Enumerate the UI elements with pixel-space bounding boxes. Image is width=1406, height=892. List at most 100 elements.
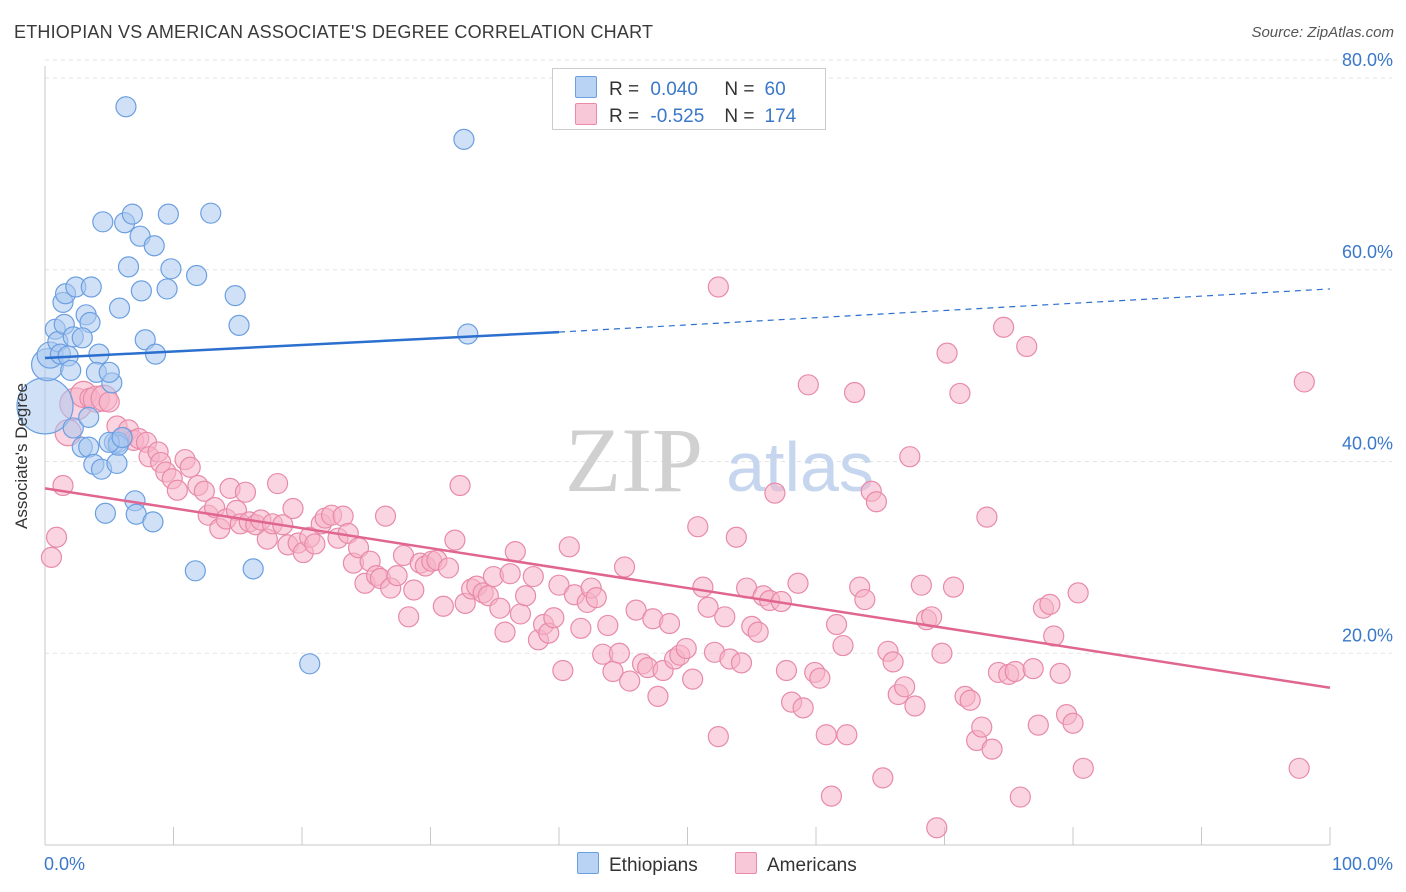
american-point	[1016, 335, 1038, 358]
american-point	[266, 472, 289, 495]
american-point	[193, 480, 215, 502]
american-point	[494, 621, 516, 643]
american-point	[832, 634, 854, 657]
ethiopian-point	[62, 417, 84, 439]
american-point	[976, 506, 998, 528]
american-point	[543, 607, 565, 629]
american-point	[1027, 714, 1049, 736]
ethiopian-point	[200, 202, 222, 224]
ethiopian-point	[299, 653, 321, 675]
ethiopian-point	[156, 278, 178, 300]
american-point	[449, 474, 471, 497]
american-point	[730, 652, 753, 674]
american-point	[499, 563, 521, 585]
american-point	[764, 482, 786, 504]
american-point	[166, 479, 188, 501]
ethiopians-trend-line	[44, 330, 560, 360]
american-point	[585, 587, 607, 609]
source-label: Source: ZipAtlas.com	[1251, 24, 1394, 41]
american-point	[931, 642, 953, 664]
american-point	[820, 785, 843, 807]
american-point	[98, 391, 120, 413]
american-point	[647, 685, 669, 707]
ethiopian-point	[143, 235, 165, 257]
y-tick-label: 60.0%	[1342, 242, 1393, 262]
ethiopian-point	[60, 359, 82, 382]
ethiopian-point	[453, 128, 475, 150]
american-point	[747, 621, 769, 643]
bottom-legend-swatch-pink	[735, 852, 757, 874]
ethiopians-points	[16, 96, 479, 675]
american-point	[45, 526, 68, 548]
bottom-legend-ethiopians: Ethiopians	[577, 852, 698, 876]
american-point	[552, 659, 574, 682]
american-point	[597, 614, 619, 637]
ethiopian-point	[117, 256, 140, 278]
american-point	[1072, 757, 1094, 779]
bottom-legend-label: Ethiopians	[609, 855, 698, 876]
american-point	[658, 612, 681, 635]
american-point	[959, 689, 981, 711]
american-point	[792, 697, 814, 719]
american-point	[981, 738, 1003, 760]
american-point	[398, 606, 420, 628]
american-point	[608, 642, 630, 664]
ethiopian-point	[186, 264, 208, 287]
american-point	[304, 533, 326, 555]
american-point	[403, 579, 425, 601]
american-point	[489, 597, 511, 619]
chart-title: ETHIOPIAN VS AMERICAN ASSOCIATE'S DEGREE…	[14, 22, 654, 42]
american-point	[910, 574, 932, 596]
ethiopian-point	[92, 211, 114, 233]
legend-r-label: R =	[609, 79, 640, 100]
american-point	[714, 606, 736, 628]
ethiopian-point	[108, 297, 131, 319]
american-point	[949, 382, 971, 405]
ethiopian-point	[71, 327, 93, 349]
y-axis-title: Associate's Degree	[12, 383, 31, 529]
american-point	[179, 456, 201, 478]
american-point	[1062, 712, 1084, 734]
ethiopians-trend-extension	[558, 288, 1331, 333]
bottom-legend-swatch-blue	[577, 852, 599, 874]
american-point	[775, 659, 798, 682]
ethiopian-point	[111, 426, 133, 449]
american-point	[682, 668, 704, 690]
ethiopian-point	[157, 203, 179, 225]
american-point	[872, 767, 894, 789]
american-point	[707, 726, 729, 748]
y-tick-label: 40.0%	[1342, 434, 1393, 454]
american-point	[899, 446, 921, 468]
american-point	[825, 613, 848, 636]
ethiopian-point	[78, 406, 100, 428]
ethiopian-point	[142, 511, 164, 533]
american-point	[993, 316, 1015, 338]
american-point	[437, 557, 460, 579]
american-point	[687, 516, 709, 538]
american-point	[40, 546, 63, 568]
american-point	[787, 572, 809, 594]
legend-n-value: 60	[764, 79, 786, 100]
ethiopian-point	[224, 285, 246, 307]
american-point	[234, 481, 257, 503]
legend-n-value: 174	[764, 106, 797, 127]
american-point	[865, 491, 887, 513]
american-point	[548, 574, 570, 596]
ethiopian-point	[98, 361, 120, 383]
watermark: ZIP atlas	[565, 409, 874, 511]
american-point	[809, 667, 831, 689]
watermark-zip: ZIP	[565, 409, 703, 511]
axes	[44, 66, 1331, 846]
watermark-atlas: atlas	[726, 428, 874, 506]
american-point	[692, 576, 714, 598]
bottom-legend-label: Americans	[767, 855, 857, 876]
american-point	[432, 595, 454, 617]
x-tick-label: 0.0%	[44, 854, 85, 874]
ethiopian-point	[134, 329, 156, 351]
legend-r-label: R =	[609, 106, 640, 127]
american-point	[882, 651, 904, 673]
american-point	[1049, 662, 1071, 684]
x-tick-label: 100.0%	[1332, 854, 1393, 874]
american-point	[926, 817, 948, 839]
